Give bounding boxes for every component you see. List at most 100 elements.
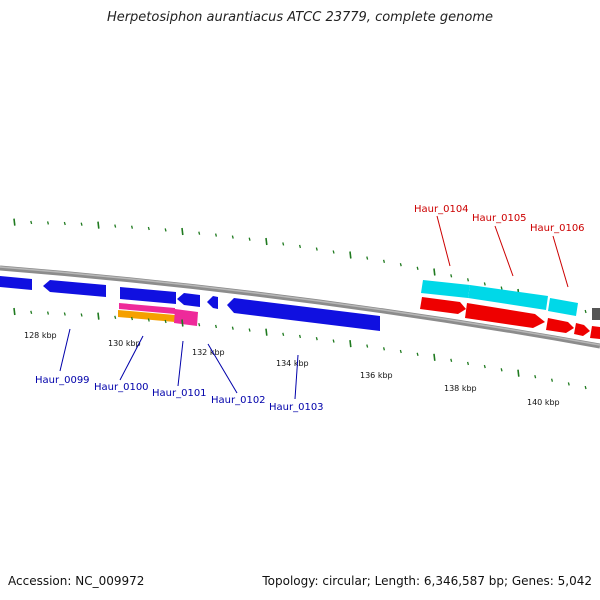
- scale-tick: [534, 375, 537, 379]
- scale-tick: [466, 361, 470, 366]
- scale-tick: [80, 222, 83, 226]
- scale-tick: [483, 282, 486, 286]
- scale-tick: [332, 250, 335, 254]
- scale-tick: [130, 225, 134, 229]
- scale-tick: [315, 337, 318, 341]
- gene-label-haur-0104: Haur_0104: [414, 204, 469, 215]
- scale-tick: [46, 221, 50, 225]
- map-title: Herpetosiphon aurantiacus ATCC 23779, co…: [106, 10, 494, 25]
- scale-tick: [63, 221, 66, 226]
- label-leader-line: [494, 225, 514, 277]
- scale-label: 128 kbp: [24, 331, 57, 340]
- scale-tick: [265, 237, 268, 246]
- scale-label: 130 kbp: [108, 339, 141, 348]
- scale-tick: [130, 316, 134, 321]
- scale-tick: [366, 344, 369, 348]
- label-leader-line: [436, 215, 451, 267]
- scale-tick: [332, 339, 335, 343]
- gene-label-haur-0101: Haur_0101: [152, 388, 207, 399]
- scale-tick: [30, 220, 33, 225]
- scale-tick: [231, 326, 234, 330]
- scale-tick: [517, 369, 520, 377]
- scale-tick: [416, 352, 419, 356]
- scale-tick: [30, 310, 33, 314]
- gene-feature: [227, 298, 380, 331]
- scale-tick: [399, 263, 402, 267]
- scale-tick: [46, 311, 50, 315]
- gene-feature: [468, 285, 548, 310]
- gene-feature: [574, 323, 590, 336]
- label-leader-line: [294, 354, 299, 400]
- label-leader-line: [552, 235, 569, 288]
- scale-tick: [483, 364, 486, 369]
- gene-feature: [118, 310, 175, 322]
- scale-tick: [382, 347, 386, 351]
- scale-tick: [567, 382, 570, 386]
- scale-tick: [315, 247, 318, 251]
- scale-tick: [349, 340, 352, 348]
- gene-feature: [420, 297, 466, 314]
- scale-tick: [97, 312, 100, 320]
- scale-tick: [500, 368, 503, 372]
- scale-tick: [450, 358, 453, 362]
- scale-label: 132 kbp: [192, 348, 225, 357]
- gene-feature: [119, 303, 175, 314]
- gene-feature: [43, 280, 106, 297]
- scale-tick: [63, 312, 66, 316]
- gene-label-haur-0100: Haur_0100: [94, 382, 149, 393]
- scale-tick: [114, 315, 117, 319]
- scale-label: 138 kbp: [444, 384, 477, 393]
- scale-tick: [181, 227, 184, 236]
- scale-tick: [248, 237, 251, 241]
- label-leader-line: [59, 328, 71, 372]
- scale-tick: [214, 324, 218, 329]
- gene-label-haur-0106: Haur_0106: [530, 223, 585, 234]
- scale-tick: [198, 323, 201, 327]
- scale-tick: [584, 309, 587, 314]
- scale-label: 136 kbp: [360, 371, 393, 380]
- gene-feature: [592, 308, 600, 320]
- gene-feature: [548, 298, 578, 316]
- scale-tick: [433, 268, 436, 276]
- scale-tick: [147, 226, 150, 231]
- reverse-genes: [0, 276, 380, 331]
- accession-text: Accession: NC_009972: [8, 574, 145, 588]
- scale-tick: [114, 224, 117, 228]
- scale-tick: [349, 251, 352, 259]
- scale-label: 134 kbp: [276, 359, 309, 368]
- tick-row-lower: [13, 307, 587, 390]
- genome-backbone: [0, 265, 600, 349]
- scale-tick: [265, 328, 268, 336]
- genome-backbone-highlight: [0, 266, 600, 346]
- scale-labels: 128 kbp 130 kbp 132 kbp 134 kbp 136 kbp …: [24, 331, 560, 407]
- scale-tick: [231, 235, 234, 239]
- label-leader-line: [119, 335, 144, 381]
- scale-tick: [450, 274, 453, 278]
- scale-tick: [399, 349, 402, 354]
- scale-tick: [13, 218, 16, 226]
- scale-tick: [298, 334, 302, 339]
- gene-feature: [177, 293, 200, 307]
- gene-label-haur-0103: Haur_0103: [269, 402, 324, 413]
- scale-tick: [97, 221, 100, 229]
- scale-tick: [214, 233, 218, 237]
- gene-feature: [546, 318, 574, 333]
- gene-feature: [174, 309, 198, 326]
- scale-tick: [147, 318, 150, 322]
- scale-tick: [416, 266, 419, 270]
- scale-tick: [433, 353, 436, 361]
- scale-tick: [382, 259, 386, 263]
- scale-label: 140 kbp: [527, 398, 560, 407]
- scale-tick: [366, 256, 369, 260]
- genome-summary-text: Topology: circular; Length: 6,346,587 bp…: [262, 574, 592, 588]
- scale-tick: [164, 228, 167, 232]
- scale-tick: [298, 244, 302, 249]
- gene-label-haur-0105: Haur_0105: [472, 213, 527, 224]
- gene-label-haur-0102: Haur_0102: [211, 395, 266, 406]
- label-leader-line: [177, 340, 184, 387]
- forward-genes: [420, 280, 600, 339]
- scale-tick: [181, 319, 184, 327]
- scale-tick: [282, 332, 285, 336]
- scale-tick: [584, 385, 587, 390]
